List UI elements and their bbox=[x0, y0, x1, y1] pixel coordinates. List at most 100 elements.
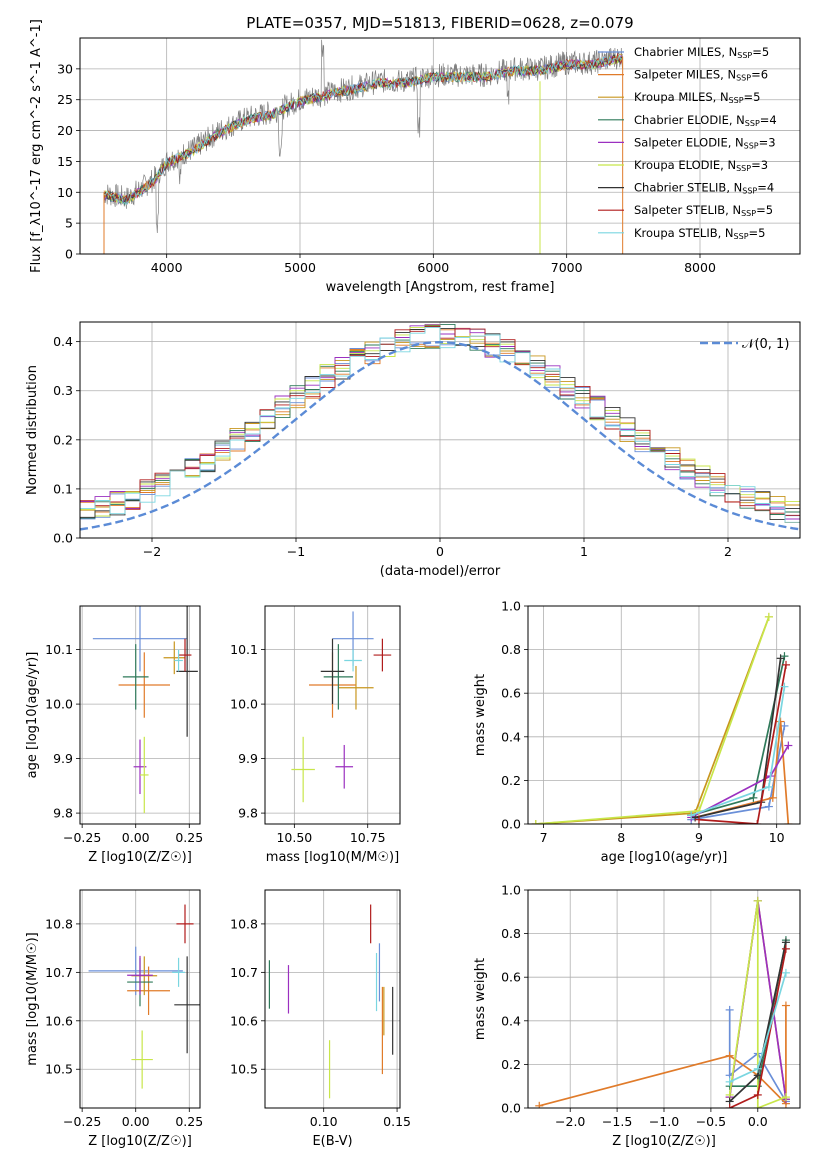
x-tick-label: −2 bbox=[143, 544, 161, 559]
legend-label-sub: SSP bbox=[736, 164, 751, 173]
x-axis-label: mass [log10(M/M☉)] bbox=[266, 850, 399, 865]
y-tick-label: 10.1 bbox=[45, 642, 73, 657]
weight-point-marker bbox=[687, 811, 696, 820]
y-axis-label: Normed distribution bbox=[25, 365, 40, 495]
axes-frame bbox=[79, 321, 801, 539]
weight-point-marker bbox=[753, 1104, 762, 1108]
y-tick-label: 10.0 bbox=[230, 697, 258, 712]
spectrum-model-line bbox=[103, 54, 623, 204]
legend-label-text: Salpeter ELODIE, N bbox=[634, 135, 744, 149]
x-tick-label: −1.0 bbox=[649, 1114, 679, 1129]
legend-label-text: =5 bbox=[752, 45, 769, 59]
legend-label-text: Kroupa MILES, N bbox=[634, 90, 729, 104]
residual-histogram bbox=[80, 326, 800, 538]
y-tick-label: 0.2 bbox=[501, 773, 521, 788]
legend-label-text: =4 bbox=[757, 181, 774, 195]
x-tick-label: 9 bbox=[695, 830, 703, 845]
axes-frame bbox=[79, 37, 801, 255]
errorbar-point bbox=[122, 644, 149, 710]
errorbar-point bbox=[291, 736, 315, 803]
spectrum-model-line bbox=[103, 54, 623, 204]
legend-label: Chabrier MILES, NSSP=5 bbox=[634, 45, 769, 60]
legend-label-text: Chabrier ELODIE, N bbox=[634, 113, 745, 127]
errorbar-point bbox=[178, 638, 192, 672]
x-axis-label: age [log10(age/yr)] bbox=[601, 850, 728, 865]
weight-point-marker bbox=[784, 741, 793, 750]
x-tick-label: 10.75 bbox=[350, 830, 386, 845]
y-tick-label: 10.5 bbox=[230, 1062, 258, 1077]
y-tick-label: 10.6 bbox=[45, 1013, 73, 1028]
x-tick-label: −1 bbox=[287, 544, 305, 559]
errorbar-point bbox=[163, 641, 185, 675]
y-axis-label: Flux [f_λ10^-17 erg cm^-2 s^-1 A^-1] bbox=[29, 19, 44, 273]
weight-point-marker bbox=[753, 820, 762, 824]
errorbar-point bbox=[176, 904, 194, 944]
x-axis-label: (data-model)/error bbox=[380, 564, 501, 579]
panel-mass_EBV: 0.10 0.15 10.5 10.6 10.7 10.8 E(B-V) bbox=[230, 889, 411, 1149]
x-tick-label: −1.5 bbox=[602, 1114, 632, 1129]
legend-label: Chabrier ELODIE, NSSP=4 bbox=[634, 113, 777, 128]
legend-label-text: Chabrier STELIB, N bbox=[634, 181, 742, 195]
y-tick-label: 20 bbox=[57, 123, 73, 138]
weight-point-marker bbox=[780, 721, 789, 730]
y-tick-label: 10.1 bbox=[230, 642, 258, 657]
gaussian-curve bbox=[80, 340, 800, 531]
y-tick-label: 10.6 bbox=[230, 1013, 258, 1028]
figure-title: PLATE=0357, MJD=51813, FIBERID=0628, z=0… bbox=[246, 14, 633, 32]
errorbar-point bbox=[320, 638, 345, 705]
weight-point-marker bbox=[768, 793, 777, 802]
y-tick-label: 0.2 bbox=[501, 1057, 521, 1072]
y-tick-label: 10.7 bbox=[45, 965, 73, 980]
x-tick-label: 7 bbox=[540, 830, 548, 845]
spectrum-model-line bbox=[103, 54, 623, 205]
x-tick-label: 6000 bbox=[417, 260, 449, 275]
residual-histogram bbox=[80, 326, 800, 538]
x-tick-label: 0.25 bbox=[175, 830, 203, 845]
weight-series-line bbox=[728, 900, 787, 1108]
legend-label-text: Salpeter STELIB, N bbox=[634, 203, 741, 217]
x-axis-label: Z [log10(Z/Z☉)] bbox=[612, 1134, 716, 1149]
plot-area bbox=[291, 611, 392, 803]
weight-point-marker bbox=[725, 1005, 734, 1014]
y-axis-label: mass weight bbox=[473, 958, 488, 1040]
axes-frame bbox=[527, 605, 801, 825]
panel-weight_age: 7 8 9 10 0.0 0.2 0.4 0.6 0.8 1.0 age [log10(age/yr… bbox=[473, 599, 801, 865]
y-tick-label: 0.4 bbox=[501, 729, 521, 744]
legend-label: Kroupa STELIB, NSSP=5 bbox=[634, 226, 765, 241]
plot-area bbox=[535, 896, 790, 1108]
weight-point-marker bbox=[753, 1090, 762, 1099]
panel-spectrum: 4000 5000 6000 7000 8000 0 5 10 15 20 25 30 waveleng… bbox=[29, 19, 801, 295]
x-tick-label: 10 bbox=[769, 830, 785, 845]
weight-point-marker bbox=[694, 815, 703, 824]
legend-label: Kroupa MILES, NSSP=5 bbox=[634, 90, 760, 105]
y-tick-label: 15 bbox=[57, 154, 73, 169]
x-tick-label: 0.00 bbox=[122, 1114, 150, 1129]
weight-series-line bbox=[535, 616, 770, 824]
plot-area bbox=[268, 904, 394, 1099]
legend-label-sub: SSP bbox=[734, 232, 749, 241]
weight-point-marker bbox=[725, 1077, 734, 1086]
axes-frame bbox=[264, 605, 401, 825]
y-tick-label: 0.1 bbox=[53, 481, 73, 496]
errorbar-point bbox=[323, 644, 354, 710]
legend-label-text: =5 bbox=[744, 90, 761, 104]
legend-label-text: =5 bbox=[749, 226, 766, 240]
gridlines bbox=[265, 890, 400, 1108]
y-tick-label: 0.3 bbox=[53, 383, 73, 398]
legend-label-text: =3 bbox=[751, 158, 768, 172]
y-tick-label: 0.4 bbox=[501, 1013, 521, 1028]
x-axis-label: Z [log10(Z/Z☉)] bbox=[88, 850, 192, 865]
x-tick-label: −0.25 bbox=[63, 830, 101, 845]
x-tick-label: 0 bbox=[436, 544, 444, 559]
x-tick-label: 4000 bbox=[151, 260, 183, 275]
errorbar-point bbox=[344, 649, 362, 672]
weight-point-marker bbox=[776, 717, 785, 726]
y-tick-label: 1.0 bbox=[501, 883, 521, 898]
axes-frame bbox=[79, 889, 201, 1109]
weight-point-marker bbox=[764, 612, 773, 621]
panel-mass_Z: −0.25 0.00 0.25 10.5 10.6 10.7 10.8 Z [log10(Z/… bbox=[25, 889, 203, 1149]
y-tick-label: 10.7 bbox=[230, 965, 258, 980]
panel-weight_Z: −2.0 −1.5 −1.0 −0.5 0.0 0.0 0.2 0.4 0.6 0.8 1.0 Z [… bbox=[473, 883, 801, 1149]
weight-point-marker bbox=[782, 660, 791, 669]
